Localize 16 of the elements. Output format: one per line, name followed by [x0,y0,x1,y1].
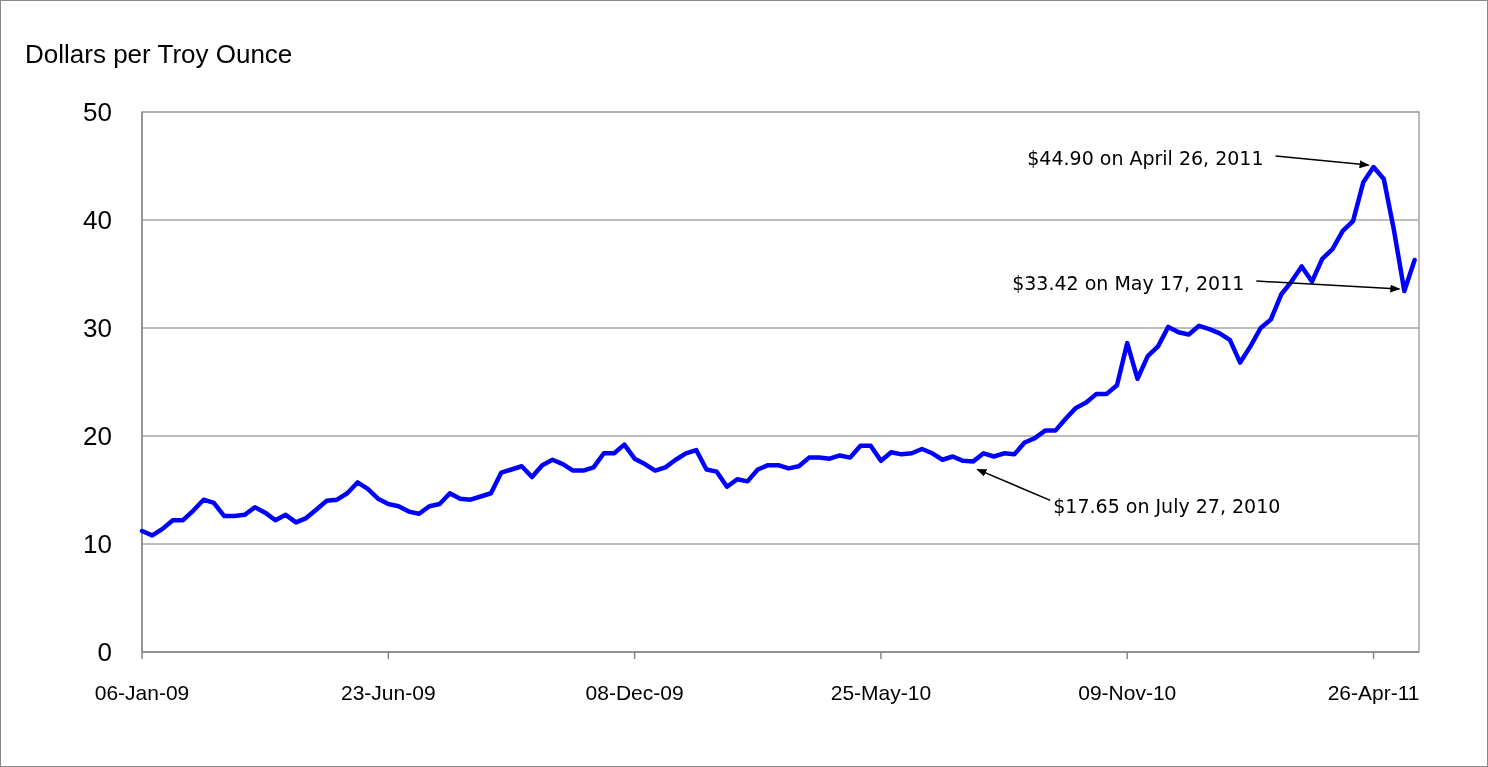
annotation: $17.65 on July 27, 2010 [1053,495,1281,518]
x-tick-label: 08-Dec-09 [585,681,684,704]
x-tick-label: 23-Jun-09 [341,681,436,704]
x-tick-label: 26-Apr-11 [1327,681,1420,704]
x-tick-label: 09-Nov-10 [1078,681,1177,704]
annotation: $33.42 on May 17, 2011 [1012,272,1245,295]
y-tick-label: 40 [83,205,112,235]
annotation: $44.90 on April 26, 2011 [1027,147,1264,170]
y-axis-title: Dollars per Troy Ounce [25,39,293,69]
y-tick-label: 10 [83,529,112,559]
y-tick-label: 20 [83,421,112,451]
x-tick-label: 06-Jan-09 [94,681,190,704]
y-tick-label: 30 [83,313,112,343]
y-tick-label: 0 [97,637,112,667]
y-tick-label: 50 [83,97,112,127]
x-tick-label: 25-May-10 [830,681,932,704]
